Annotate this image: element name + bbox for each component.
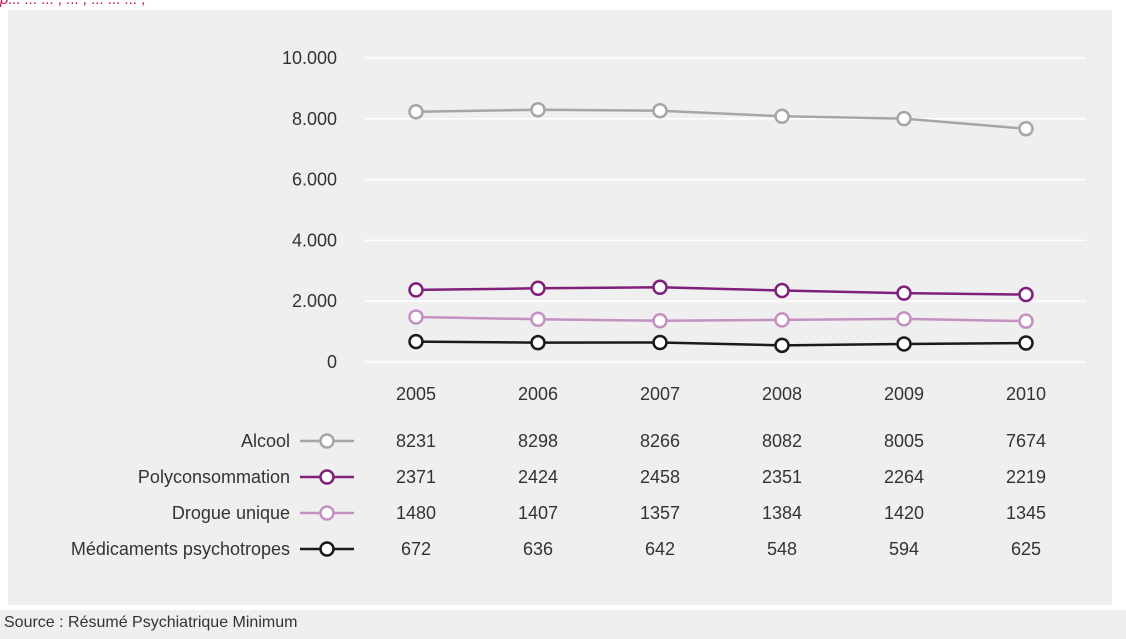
data-point [774, 108, 790, 125]
data-label: 1420 [884, 503, 924, 523]
data-label: 2458 [640, 467, 680, 487]
data-label: 8266 [640, 431, 680, 451]
data-point [408, 333, 424, 350]
series-line [415, 108, 1027, 130]
y-tick-label: 10.000 [282, 48, 337, 68]
data-label: 8082 [762, 431, 802, 451]
x-axis-ticks: 2005 2006 2007 2008 2009 2010 [396, 384, 1046, 404]
legend-marker [319, 541, 335, 557]
data-label: 1407 [518, 503, 558, 523]
data-label: 625 [1011, 539, 1041, 559]
data-point [652, 102, 668, 119]
y-tick-label: 2.000 [292, 291, 337, 311]
data-label: 1345 [1006, 503, 1046, 523]
data-point [1018, 313, 1034, 329]
data-label: 2371 [396, 467, 436, 487]
data-label: 548 [767, 539, 797, 559]
data-point [530, 280, 546, 297]
data-label: 2219 [1006, 467, 1046, 487]
data-label: 2424 [518, 467, 558, 487]
series-line [415, 340, 1027, 347]
y-tick-label: 8.000 [292, 109, 337, 129]
data-point [774, 282, 790, 299]
data-label: 1384 [762, 503, 802, 523]
series-line [415, 286, 1027, 296]
legend-marker [319, 433, 335, 449]
legend-label: Alcool [241, 431, 290, 451]
series-lines [415, 108, 1027, 347]
data-label: 1357 [640, 503, 680, 523]
x-tick-label: 2008 [762, 384, 802, 404]
legend-label: Polyconsommation [138, 467, 290, 487]
data-point [1018, 286, 1034, 303]
x-tick-label: 2007 [640, 384, 680, 404]
y-axis-ticks: 0 2.000 4.000 6.000 8.000 10.000 [282, 48, 337, 372]
data-label: 8005 [884, 431, 924, 451]
x-tick-label: 2005 [396, 384, 436, 404]
data-point [530, 101, 546, 118]
gridlines [365, 57, 1086, 363]
data-label: 636 [523, 539, 553, 559]
data-point [1018, 335, 1034, 351]
data-label: 642 [645, 539, 675, 559]
header-fragment: p... ... ... , ... , ... ... ... , [0, 0, 146, 8]
data-point [652, 334, 668, 351]
data-point [652, 312, 668, 329]
data-point [652, 279, 668, 296]
data-point [408, 104, 424, 120]
data-label: 594 [889, 539, 919, 559]
data-label: 8298 [518, 431, 558, 451]
legend-label: Drogue unique [172, 503, 290, 523]
data-point [896, 336, 912, 352]
data-label: 1480 [396, 503, 436, 523]
y-tick-label: 6.000 [292, 170, 337, 190]
data-point [896, 311, 912, 327]
data-label: 7674 [1006, 431, 1046, 451]
data-point [896, 285, 912, 301]
source-bar [0, 610, 1126, 639]
data-point [408, 309, 424, 325]
data-label: 2264 [884, 467, 924, 487]
legend-marker [319, 505, 335, 521]
legend-label: Médicaments psychotropes [71, 539, 290, 559]
data-point [530, 311, 546, 327]
data-point [1018, 120, 1034, 137]
legend-marker [319, 469, 335, 485]
y-tick-label: 0 [327, 352, 337, 372]
x-tick-label: 2006 [518, 384, 558, 404]
data-point [530, 334, 546, 351]
data-point [408, 282, 424, 298]
x-tick-label: 2009 [884, 384, 924, 404]
source-note: Source : Résumé Psychiatrique Minimum [4, 614, 298, 631]
series-markers [408, 101, 1034, 354]
data-point [774, 312, 790, 328]
data-point [774, 337, 790, 354]
data-label: 8231 [396, 431, 436, 451]
data-label: 672 [401, 539, 431, 559]
data-label: 2351 [762, 467, 802, 487]
data-point [896, 110, 912, 127]
data-table: Alcool 8231 8298 8266 8082 8005 7674 Polyconsom… [71, 431, 1046, 559]
series-line [415, 315, 1027, 323]
line-chart: 0 2.000 4.000 6.000 8.000 10.000 2005 2006 2007… [71, 48, 1086, 559]
y-tick-label: 4.000 [292, 230, 337, 250]
x-tick-label: 2010 [1006, 384, 1046, 404]
